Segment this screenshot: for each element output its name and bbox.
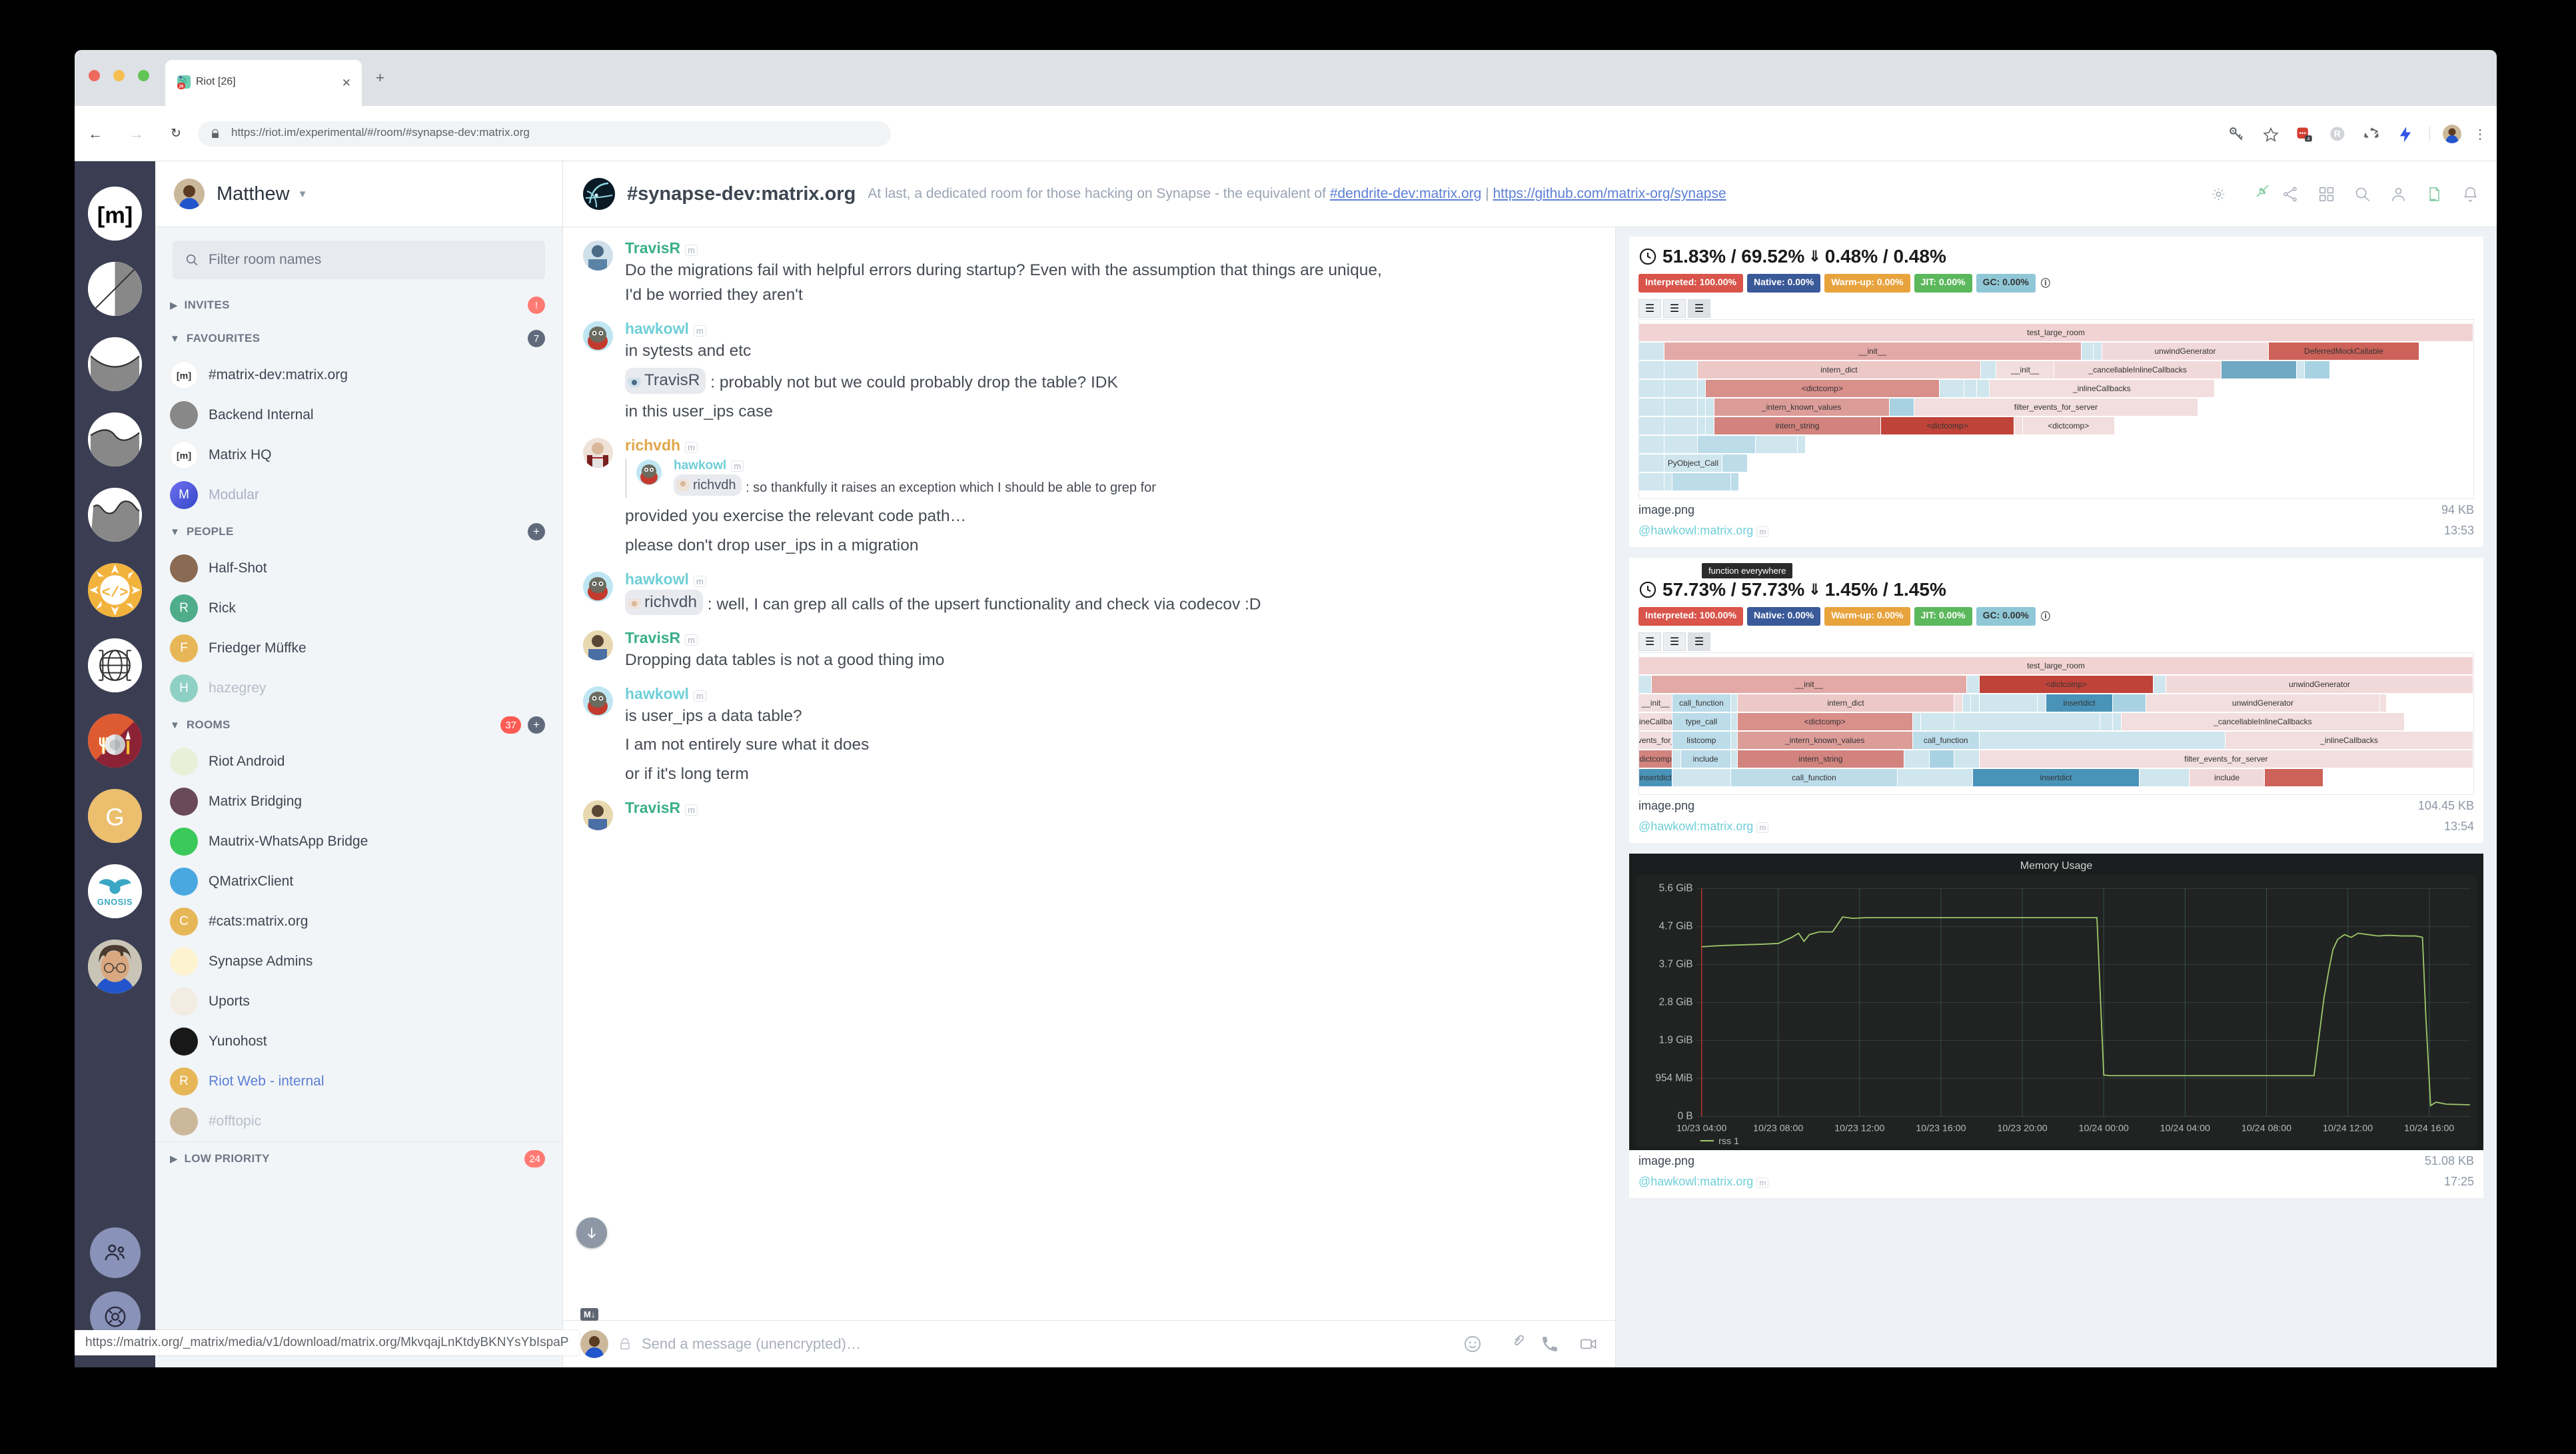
svg-text:1.9 GiB: 1.9 GiB	[1659, 1034, 1693, 1046]
svg-text:10/23 12:00: 10/23 12:00	[1834, 1123, 1884, 1134]
svg-text:</>: </>	[101, 584, 128, 602]
svg-text:954 MiB: 954 MiB	[1656, 1072, 1693, 1084]
svg-text:10/24 04:00: 10/24 04:00	[2160, 1123, 2210, 1134]
svg-text:10/23 04:00: 10/23 04:00	[1676, 1123, 1726, 1134]
svg-text:0 B: 0 B	[1678, 1110, 1693, 1121]
svg-text:10/24 08:00: 10/24 08:00	[2242, 1123, 2291, 1134]
svg-text:R: R	[2334, 129, 2341, 139]
svg-text:10/23 16:00: 10/23 16:00	[1916, 1123, 1966, 1134]
svg-text:G: G	[105, 804, 124, 831]
svg-text:10/23 08:00: 10/23 08:00	[1753, 1123, 1803, 1134]
svg-text:5.6 GiB: 5.6 GiB	[1659, 882, 1693, 894]
svg-text:[m]: [m]	[177, 451, 191, 462]
svg-text:10/23 20:00: 10/23 20:00	[1998, 1123, 2048, 1134]
svg-text:4: 4	[2307, 136, 2310, 142]
svg-text:GNOSIS: GNOSIS	[97, 897, 133, 907]
svg-text:rss 1: rss 1	[1718, 1136, 1739, 1146]
svg-text:4.7 GiB: 4.7 GiB	[1659, 920, 1693, 932]
svg-text:3.7 GiB: 3.7 GiB	[1659, 958, 1693, 970]
svg-text:10/24 16:00: 10/24 16:00	[2404, 1123, 2454, 1134]
svg-text:26: 26	[179, 85, 184, 89]
svg-text:10/24 12:00: 10/24 12:00	[2323, 1123, 2373, 1134]
svg-text:10/24 00:00: 10/24 00:00	[2079, 1123, 2129, 1134]
svg-text:[m]: [m]	[177, 371, 191, 382]
svg-text:2.8 GiB: 2.8 GiB	[1659, 996, 1693, 1008]
svg-text:[m]: [m]	[97, 203, 133, 229]
